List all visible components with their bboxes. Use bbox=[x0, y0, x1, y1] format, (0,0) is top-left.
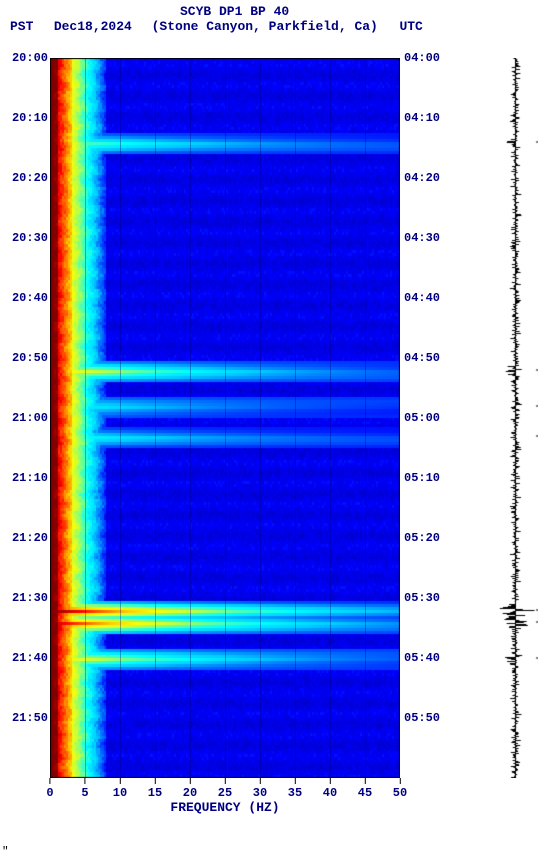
location-label: (Stone Canyon, Parkfield, Ca) bbox=[152, 19, 392, 34]
corner-mark: " bbox=[2, 846, 9, 858]
x-tick: 5 bbox=[81, 778, 88, 800]
waveform-canvas bbox=[492, 58, 538, 778]
utc-tick-label: 05:30 bbox=[404, 591, 452, 605]
x-tick: 30 bbox=[253, 778, 267, 800]
x-tick: 0 bbox=[46, 778, 53, 800]
utc-tick-label: 04:30 bbox=[404, 231, 452, 245]
x-tick: 10 bbox=[113, 778, 127, 800]
utc-tick-label: 04:40 bbox=[404, 291, 452, 305]
utc-tick-label: 04:50 bbox=[404, 351, 452, 365]
title-line-1: SCYB DP1 BP 40 bbox=[0, 4, 552, 19]
header: SCYB DP1 BP 40 PST Dec18,2024 (Stone Can… bbox=[0, 4, 552, 34]
pst-tick-label: 21:20 bbox=[0, 531, 48, 545]
x-tick: 15 bbox=[148, 778, 162, 800]
pst-tick-label: 20:00 bbox=[0, 51, 48, 65]
utc-tick-label: 05:20 bbox=[404, 531, 452, 545]
utc-label: UTC bbox=[399, 19, 422, 34]
x-tick: 25 bbox=[218, 778, 232, 800]
pst-tick-label: 20:40 bbox=[0, 291, 48, 305]
utc-tick-label: 05:00 bbox=[404, 411, 452, 425]
pst-tick-label: 20:10 bbox=[0, 111, 48, 125]
title-line-2: PST Dec18,2024 (Stone Canyon, Parkfield,… bbox=[0, 19, 552, 34]
utc-tick-label: 05:50 bbox=[404, 711, 452, 725]
x-tick: 50 bbox=[393, 778, 407, 800]
pst-tick-label: 21:50 bbox=[0, 711, 48, 725]
x-tick: 45 bbox=[358, 778, 372, 800]
utc-tick-label: 04:10 bbox=[404, 111, 452, 125]
utc-tick-label: 04:00 bbox=[404, 51, 452, 65]
x-axis-label: FREQUENCY (HZ) bbox=[50, 800, 400, 815]
x-tick: 40 bbox=[323, 778, 337, 800]
utc-tick-label: 04:20 bbox=[404, 171, 452, 185]
pst-tick-label: 21:10 bbox=[0, 471, 48, 485]
date-label: Dec18,2024 bbox=[54, 19, 144, 34]
y-axis-left-pst: 20:0020:1020:2020:3020:4020:5021:0021:10… bbox=[0, 58, 48, 778]
utc-tick-label: 05:40 bbox=[404, 651, 452, 665]
x-tick: 20 bbox=[183, 778, 197, 800]
pst-tick-label: 20:20 bbox=[0, 171, 48, 185]
waveform-plot bbox=[492, 58, 538, 778]
utc-tick-label: 05:10 bbox=[404, 471, 452, 485]
spectrogram-plot bbox=[50, 58, 400, 778]
pst-tick-label: 21:40 bbox=[0, 651, 48, 665]
pst-tick-label: 21:00 bbox=[0, 411, 48, 425]
y-axis-right-utc: 04:0004:1004:2004:3004:4004:5005:0005:10… bbox=[404, 58, 452, 778]
pst-tick-label: 20:30 bbox=[0, 231, 48, 245]
pst-tick-label: 20:50 bbox=[0, 351, 48, 365]
pst-tick-label: 21:30 bbox=[0, 591, 48, 605]
pst-label: PST bbox=[10, 19, 46, 34]
x-tick: 35 bbox=[288, 778, 302, 800]
